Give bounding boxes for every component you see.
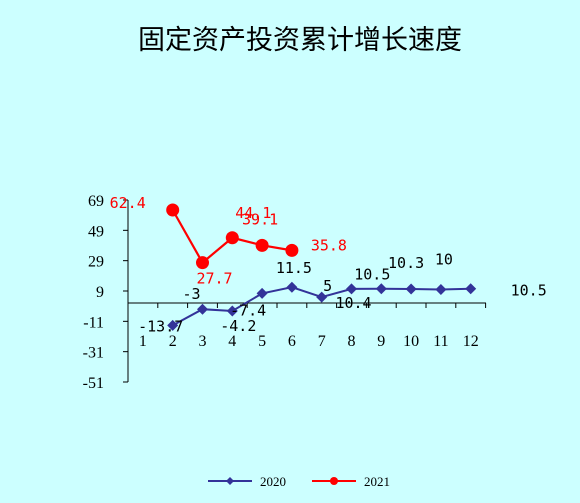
data-label-2020: 10.3	[388, 254, 424, 272]
data-point-2020	[286, 281, 298, 293]
x-tick-label: 3	[199, 333, 207, 350]
x-tick-label: 8	[348, 333, 356, 350]
legend-marker	[226, 477, 234, 485]
data-label-2021: 35.8	[311, 236, 347, 254]
x-tick-label: 9	[377, 333, 385, 350]
x-tick-label: 7	[318, 333, 326, 350]
data-label-2021: 39.1	[242, 210, 278, 228]
data-label-2020: -13.7	[138, 317, 183, 335]
x-tick-label: 4	[228, 333, 236, 350]
y-tick-label: 69	[88, 193, 104, 210]
data-label-2020: -3	[182, 285, 200, 303]
legend-label: 2021	[364, 474, 390, 489]
data-point-2020	[256, 287, 268, 299]
data-point-2021	[285, 243, 299, 257]
x-tick-label: 6	[288, 333, 296, 350]
data-label-2020: 10.5	[354, 266, 390, 284]
data-label-2020: -7.4	[230, 301, 266, 319]
data-point-2020	[375, 283, 387, 295]
y-tick-label: 9	[96, 284, 104, 301]
data-label-2020: -4.2	[220, 317, 256, 335]
data-label-2020: 10.5	[511, 282, 547, 300]
legend-marker	[330, 477, 338, 485]
data-label-2021: 44.1	[235, 204, 271, 222]
x-tick-label: 12	[463, 333, 479, 350]
x-tick-label: 1	[139, 333, 147, 350]
y-tick-label: 29	[88, 254, 104, 271]
data-point-2020	[316, 291, 328, 303]
data-point-2020	[405, 283, 417, 295]
data-point-2020	[435, 283, 447, 295]
data-point-2020	[346, 283, 357, 295]
data-label-2020: 11.5	[276, 259, 312, 277]
legend: 2020 2021	[208, 474, 390, 489]
series-layer	[166, 203, 477, 331]
x-tick-label: 11	[433, 333, 448, 350]
data-label-2020: 10	[435, 250, 453, 268]
data-label-2021: 27.7	[196, 270, 232, 288]
data-point-2020	[197, 303, 208, 315]
data-label-2021: 62.4	[110, 194, 146, 212]
y-tick-label: 49	[88, 223, 104, 240]
x-tick-label: 10	[403, 333, 419, 350]
y-tick-label: -11	[83, 314, 104, 331]
x-tick-label: 2	[169, 333, 177, 350]
x-tick-label: 5	[258, 333, 266, 350]
data-label-2020: 5	[323, 277, 332, 295]
legend-label: 2020	[260, 474, 286, 489]
y-tick-label: -51	[83, 375, 104, 392]
chart-title: 固定资产投资累计增长速度	[138, 25, 462, 56]
data-point-2021	[255, 238, 269, 252]
data-point-2020	[167, 319, 179, 331]
data-point-2021	[166, 203, 180, 217]
data-point-2020	[226, 305, 238, 317]
data-point-2021	[225, 231, 239, 245]
data-point-2020	[465, 283, 477, 295]
data-point-2021	[196, 256, 209, 270]
data-label-2020: 10.4	[335, 294, 371, 312]
y-tick-label: -31	[83, 345, 104, 362]
